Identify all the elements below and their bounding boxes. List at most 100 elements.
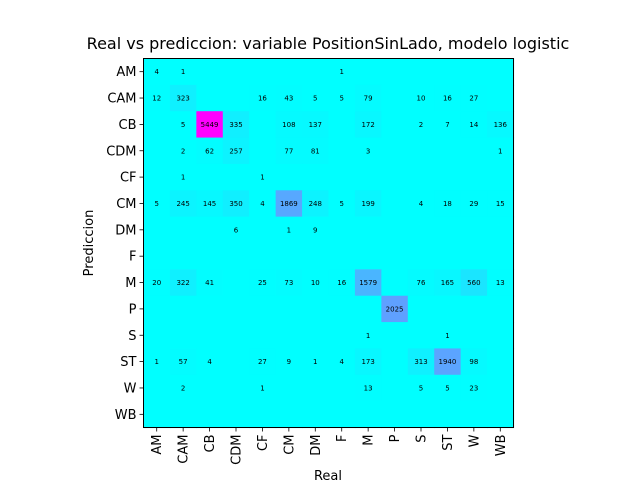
heatmap-cell [381, 111, 409, 139]
cell-value-label: 248 [309, 200, 322, 208]
heatmap-cell [275, 216, 303, 244]
heatmap-cell [434, 348, 462, 376]
heatmap-cell [196, 190, 224, 218]
cell-value-label: 1 [498, 147, 502, 155]
heatmap-cell [169, 322, 197, 350]
heatmap-cell [169, 163, 197, 191]
heatmap-cell [222, 216, 250, 244]
cell-value-label: 5 [181, 121, 185, 129]
heatmap-cell [275, 401, 303, 429]
heatmap-cell [196, 111, 224, 139]
heatmap-cell [487, 243, 515, 270]
y-tick-label: CB [119, 118, 137, 133]
y-tick-label: CF [120, 171, 137, 186]
cell-value-label: 2 [419, 121, 423, 129]
cell-value-label: 257 [229, 147, 242, 155]
cell-value-labels: 4 1 112 323 16 43 5 5 79 10 16 275 5449 335 108 137 172 2… [152, 68, 507, 392]
cell-value-label: 172 [361, 121, 374, 129]
cell-value-label: 145 [203, 200, 216, 208]
heatmap-cell [460, 348, 488, 376]
heatmap-cell [302, 58, 330, 86]
cell-value-label: 5 [154, 200, 158, 208]
heatmap-cell [460, 216, 488, 244]
cell-value-label: 1940 [439, 358, 457, 366]
heatmap-cell [275, 348, 303, 376]
cell-value-label: 1 [260, 384, 264, 392]
heatmap-cell [143, 58, 171, 86]
heatmap-cell [169, 243, 197, 270]
heatmap-cell [196, 216, 224, 244]
heatmap-cell [381, 269, 409, 297]
cell-value-label: 41 [205, 279, 214, 287]
heatmap-cell [302, 216, 330, 244]
heatmap-cell [302, 401, 330, 429]
heatmap-cell [275, 137, 303, 165]
x-tick-label: CF [256, 435, 271, 452]
cell-value-label: 73 [284, 279, 293, 287]
heatmap-cell [487, 58, 515, 86]
cell-value-label: 1 [260, 174, 264, 182]
cell-value-label: 23 [469, 384, 478, 392]
heatmap-cell [222, 190, 250, 218]
heatmap-cell [222, 322, 250, 350]
heatmap-cell [487, 163, 515, 191]
heatmap-cell [302, 111, 330, 139]
heatmap-cell [460, 374, 488, 402]
cell-value-label: 62 [205, 147, 214, 155]
y-tick-label: S [128, 329, 136, 344]
heatmap-cell [487, 295, 515, 323]
heatmap-cell [249, 243, 277, 270]
heatmap-cell [143, 190, 171, 218]
cell-value-label: 1869 [280, 200, 298, 208]
heatmap-cell [169, 111, 197, 139]
cell-value-label: 137 [309, 121, 322, 129]
heatmap-cell [381, 295, 409, 323]
heatmap-cell [407, 58, 435, 86]
x-tick-label: AM [150, 435, 165, 455]
x-tick-label: CDM [230, 435, 245, 465]
cell-value-label: 1579 [359, 279, 377, 287]
cell-value-label: 322 [176, 279, 189, 287]
heatmap-cell [381, 243, 409, 270]
heatmap-cell [196, 84, 224, 112]
heatmap-cell [196, 295, 224, 323]
heatmap-cell [302, 84, 330, 112]
heatmap-cell [143, 348, 171, 376]
cell-value-label: 1 [181, 68, 185, 76]
heatmap-cell [407, 348, 435, 376]
heatmap-cell [460, 84, 488, 112]
heatmap-cell [434, 163, 462, 191]
cell-value-label: 10 [311, 279, 320, 287]
heatmap-cell [196, 163, 224, 191]
heatmap-cell [143, 374, 171, 402]
heatmap-cell [487, 322, 515, 350]
heatmap-cell [381, 84, 409, 112]
heatmap-cell [249, 348, 277, 376]
cell-value-label: 12 [152, 95, 161, 103]
cell-value-label: 7 [445, 121, 449, 129]
cell-value-label: 5449 [201, 121, 219, 129]
heatmap-cell [354, 374, 382, 402]
x-axis-label: Real [314, 469, 342, 480]
heatmap-cell [222, 243, 250, 270]
heatmap-cell [407, 216, 435, 244]
cell-value-label: 1 [287, 226, 291, 234]
cell-value-label: 77 [284, 147, 293, 155]
heatmap-cell [460, 401, 488, 429]
heatmap-cell [434, 269, 462, 297]
heatmap-cell [143, 269, 171, 297]
y-axis-label: Prediccion [82, 210, 97, 277]
cell-value-label: 1 [339, 68, 343, 76]
heatmap-cell [434, 374, 462, 402]
heatmap-cell [143, 111, 171, 139]
heatmap-cell [460, 269, 488, 297]
heatmap-cell [354, 401, 382, 429]
heatmap-cell [381, 322, 409, 350]
heatmap-cell [249, 322, 277, 350]
heatmap-cell [354, 84, 382, 112]
heatmap-cell [196, 137, 224, 165]
heatmap-cell [328, 84, 356, 112]
heatmap-cell [222, 374, 250, 402]
heatmap-cell [407, 111, 435, 139]
heatmap-cell [275, 374, 303, 402]
